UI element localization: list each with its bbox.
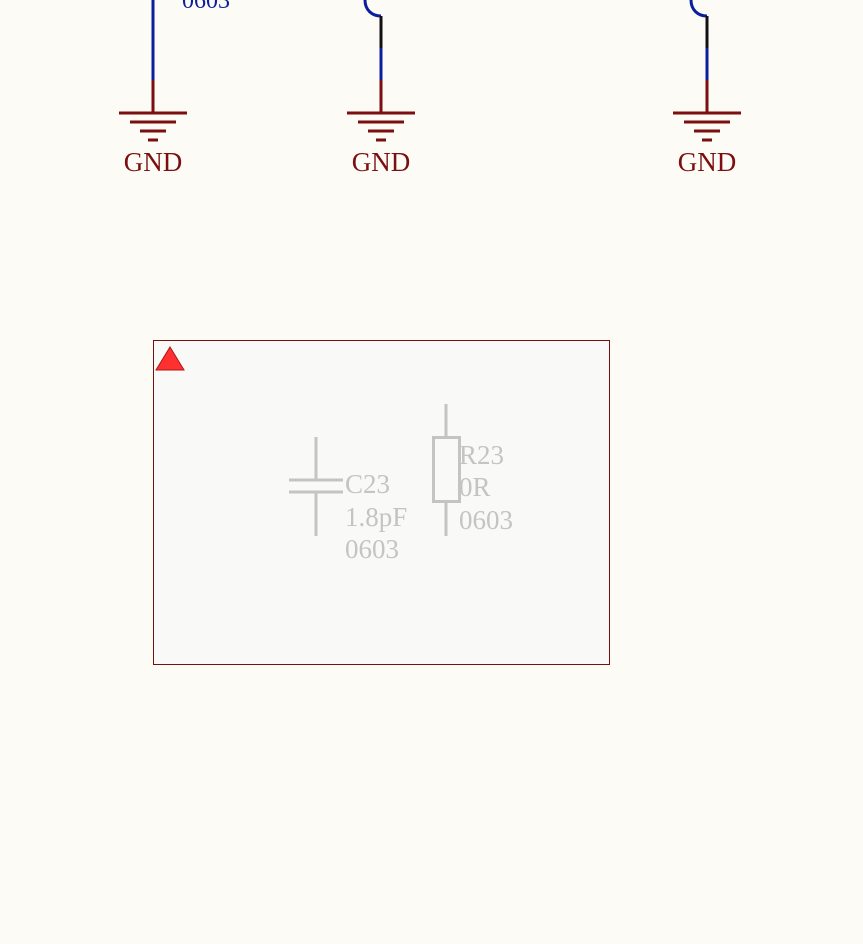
- resistor-r23[interactable]: R23 0R 0603: [432, 404, 514, 536]
- warning-triangle-icon[interactable]: [155, 346, 185, 371]
- gnd-port-2[interactable]: GND: [347, 80, 415, 177]
- ground-symbol-icon: [347, 80, 415, 142]
- resistor-symbol-icon: [432, 404, 461, 536]
- compile-mask-frame[interactable]: [153, 340, 610, 665]
- gnd-port-3[interactable]: GND: [673, 80, 741, 177]
- capacitor-footprint: 0603: [345, 534, 399, 564]
- wire-group-middle: [363, 0, 383, 80]
- gnd-label: GND: [124, 147, 183, 177]
- ground-symbol-icon: [673, 80, 741, 142]
- gnd-label: GND: [678, 147, 737, 177]
- wire-right-bend[interactable]: [689, 0, 708, 18]
- ground-symbol-icon: [119, 80, 187, 142]
- capacitor-value: 1.8pF: [345, 502, 407, 532]
- resistor-designator: R23: [459, 440, 504, 470]
- capacitor-designator: C23: [345, 469, 390, 499]
- wire-middle-bend[interactable]: [363, 0, 382, 18]
- resistor-footprint: 0603: [459, 505, 513, 535]
- partial-footprint-label: 0603: [182, 0, 230, 14]
- capacitor-symbol-icon: [289, 437, 343, 536]
- gnd-label: GND: [352, 147, 411, 177]
- gnd-port-1[interactable]: GND: [119, 80, 187, 177]
- resistor-value: 0R: [459, 472, 491, 502]
- wire-group-left: 0603: [151, 0, 230, 80]
- wire-group-right: [689, 0, 709, 80]
- compile-mask[interactable]: C23 1.8pF 0603 R23 0R 0603: [153, 340, 610, 665]
- capacitor-c23[interactable]: C23 1.8pF 0603: [289, 437, 407, 564]
